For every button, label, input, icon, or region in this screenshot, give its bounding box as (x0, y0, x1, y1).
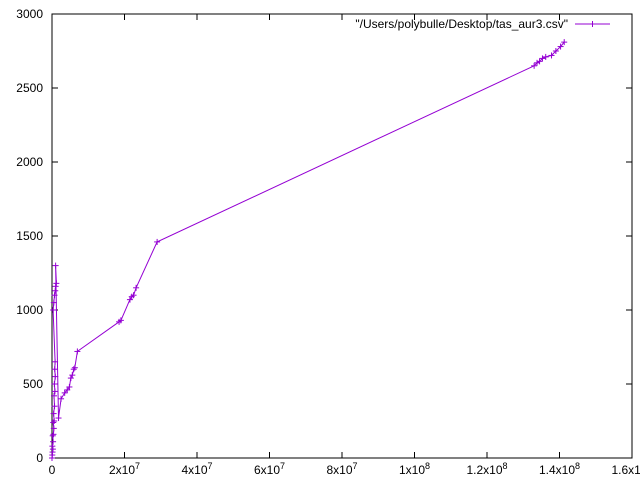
x-tick-label: 1.6x108 (611, 461, 640, 477)
legend: "/Users/polybulle/Desktop/tas_aur3.csv" (355, 17, 610, 31)
y-tick-label: 1500 (16, 229, 43, 243)
x-tick-label: 2x107 (109, 461, 140, 477)
y-tick-label: 3000 (16, 7, 43, 21)
x-tick-label: 0 (49, 463, 56, 477)
y-axis-ticks: 0 500 1000 1500 2000 2500 3000 (16, 7, 632, 465)
data-point (49, 446, 56, 453)
data-point (548, 52, 555, 59)
legend-label: "/Users/polybulle/Desktop/tas_aur3.csv" (355, 17, 568, 31)
data-point (117, 317, 124, 324)
data-point (52, 283, 59, 290)
data-point (539, 55, 546, 62)
y-tick-label: 1000 (16, 303, 43, 317)
data-point (50, 299, 57, 306)
data-point (534, 59, 541, 66)
data-point (69, 372, 76, 379)
x-tick-label: 1x108 (399, 461, 430, 477)
data-point (531, 62, 538, 69)
x-tick-label: 1.2x108 (466, 461, 507, 477)
data-point (51, 403, 58, 410)
x-tick-label: 8x107 (326, 461, 357, 477)
data-point (50, 392, 57, 399)
data-point (561, 39, 568, 46)
data-point (70, 366, 77, 373)
data-point (552, 48, 559, 54)
y-tick-label: 2000 (16, 155, 43, 169)
data-point (542, 53, 549, 60)
data-point (49, 443, 56, 450)
data-point (50, 307, 57, 313)
y-tick-label: 500 (23, 377, 43, 391)
data-point (130, 292, 137, 299)
data-point (52, 358, 59, 365)
plot-area-border (51, 13, 633, 459)
data-point (52, 262, 59, 269)
data-point (133, 284, 140, 291)
data-point (67, 375, 74, 382)
data-point (51, 418, 58, 424)
x-tick-label: 4x107 (181, 461, 212, 477)
data-point (61, 389, 68, 396)
y-tick-label: 2500 (16, 81, 43, 95)
series-layer (49, 39, 568, 461)
data-point (55, 415, 62, 422)
data-point (49, 432, 56, 439)
x-axis-ticks: 0 2x107 4x107 6x107 8x107 1x108 1.2x108 1.4x108… (49, 14, 640, 477)
y-tick-label: 0 (36, 451, 43, 465)
x-tick-label: 1.4x108 (539, 461, 580, 477)
data-point (53, 280, 60, 287)
data-point (154, 238, 161, 245)
data-point (557, 43, 564, 50)
data-point (50, 425, 57, 432)
data-point (536, 58, 543, 65)
data-point (50, 438, 57, 445)
data-point (50, 410, 57, 417)
data-point (50, 431, 57, 438)
data-point (58, 395, 65, 402)
data-point (71, 364, 78, 371)
legend-marker (589, 21, 596, 27)
data-point (74, 348, 81, 355)
data-point (66, 383, 73, 390)
data-point (51, 381, 58, 387)
data-point (52, 373, 59, 380)
data-point (51, 292, 58, 299)
data-point (50, 419, 57, 426)
x-tick-label: 6x107 (254, 461, 285, 477)
data-point (51, 366, 58, 373)
series-line (51, 41, 565, 459)
data-point (51, 388, 58, 395)
